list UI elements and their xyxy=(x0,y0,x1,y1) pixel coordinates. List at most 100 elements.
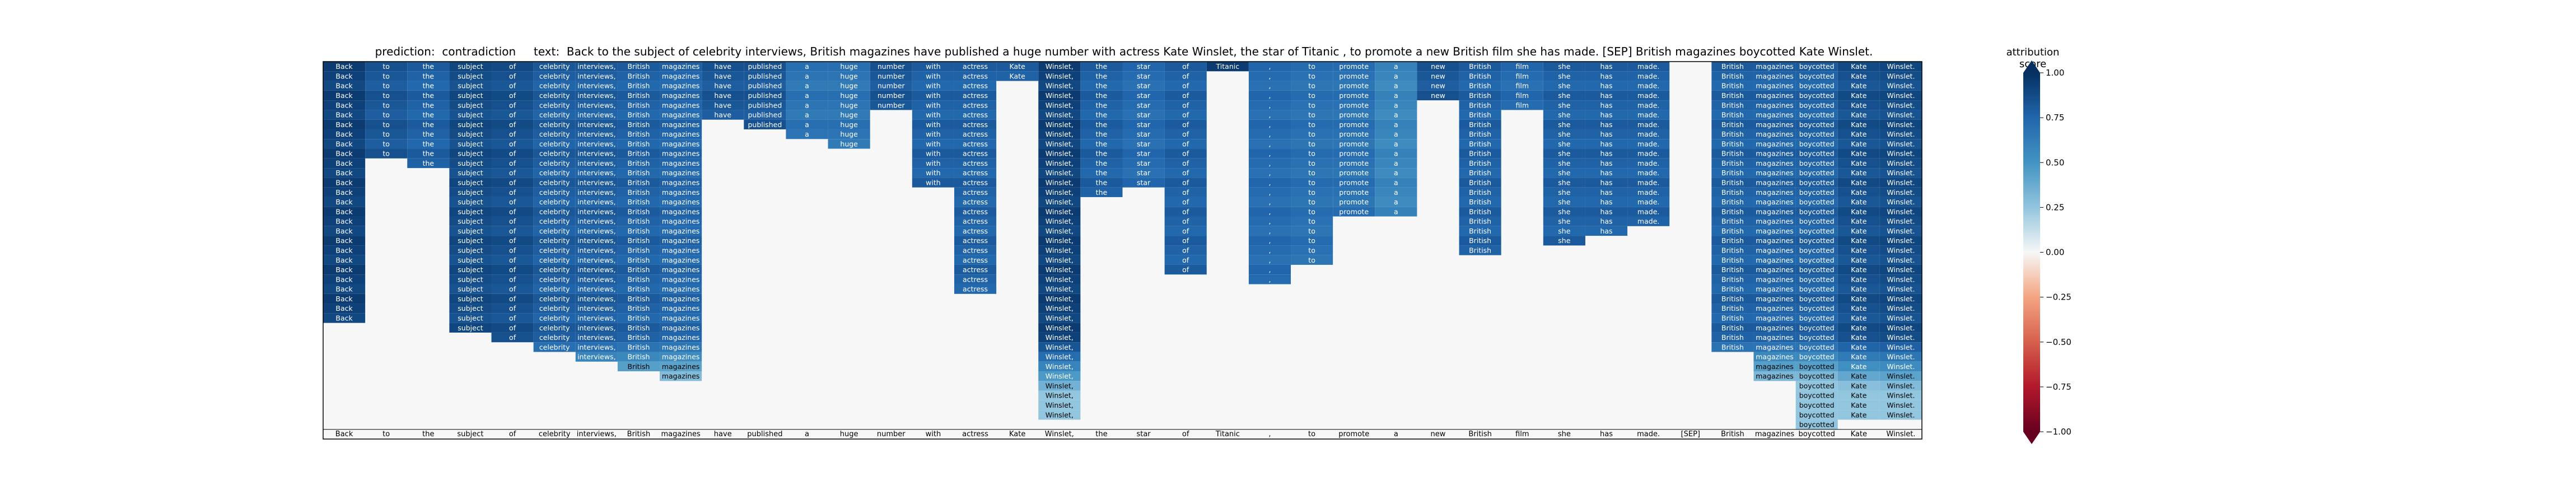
heatmap-cell xyxy=(575,178,618,188)
heatmap-cell-label: Kate xyxy=(1851,91,1867,100)
heatmap-cell xyxy=(1753,207,1796,217)
heatmap-cell-label: promote xyxy=(1339,91,1369,100)
heatmap-cell-label: , xyxy=(1268,72,1271,80)
heatmap-cell xyxy=(1038,119,1081,129)
heatmap-cell-label: number xyxy=(878,72,906,80)
heatmap-cell xyxy=(1291,62,1333,72)
heatmap-cell-label: made. xyxy=(1637,111,1659,119)
heatmap-cell-label: boycotted xyxy=(1799,62,1835,71)
heatmap-cell-label: published xyxy=(748,101,782,109)
heatmap-cell xyxy=(1585,119,1628,129)
heatmap-cell-label: interviews, xyxy=(577,159,615,167)
heatmap-cell-label: made. xyxy=(1637,101,1659,109)
heatmap-cell xyxy=(1795,90,1838,101)
heatmap-cell xyxy=(1711,71,1754,81)
x-tick-label: promote xyxy=(1338,430,1369,438)
heatmap-cell xyxy=(1627,119,1670,129)
heatmap-cell-label: with xyxy=(926,169,941,177)
heatmap-cell-label: Winslet, xyxy=(1046,333,1074,342)
x-tick-label: of xyxy=(509,430,516,438)
heatmap-cell xyxy=(1375,129,1417,139)
heatmap-cell-label: of xyxy=(1182,72,1189,80)
heatmap-cell-label: magazines xyxy=(1756,139,1794,148)
heatmap-cell-label: to xyxy=(1308,72,1315,80)
heatmap-cell xyxy=(1164,207,1207,217)
heatmap-cell xyxy=(1585,168,1628,178)
heatmap-cell-label: British xyxy=(1469,111,1491,119)
heatmap-cell xyxy=(533,245,576,255)
heatmap-cell-label: have xyxy=(714,62,731,71)
heatmap-cell xyxy=(1080,81,1123,91)
x-tick-label: a xyxy=(805,430,809,438)
heatmap-cell xyxy=(617,81,660,91)
heatmap-cell xyxy=(912,81,954,91)
heatmap-cell xyxy=(1038,400,1081,410)
heatmap-cell xyxy=(1837,236,1880,246)
heatmap-cell-label: Winslet, xyxy=(1046,130,1074,138)
heatmap-cell-label: boycotted xyxy=(1799,401,1835,409)
heatmap-cell-label: Kate xyxy=(1851,111,1867,119)
heatmap-cell xyxy=(449,90,492,101)
heatmap-cell xyxy=(1038,62,1081,72)
heatmap-cell-label: of xyxy=(1182,256,1189,264)
heatmap-cell-label: interviews, xyxy=(577,304,615,312)
heatmap-cell xyxy=(1291,71,1333,81)
heatmap-cell xyxy=(407,81,450,91)
heatmap-cell-label: Back xyxy=(335,246,353,255)
heatmap-cell xyxy=(1459,81,1501,91)
heatmap-cell xyxy=(1795,342,1838,352)
heatmap-cell-label: Winslet, xyxy=(1046,275,1074,283)
x-tick-label: star xyxy=(1136,430,1151,438)
heatmap-cell xyxy=(1879,390,1922,400)
heatmap-cell-label: actress xyxy=(963,246,988,255)
heatmap-cell-label: Kate xyxy=(1851,101,1867,109)
x-tick-label: Winslet, xyxy=(1045,430,1074,438)
heatmap-cell xyxy=(1795,332,1838,343)
heatmap-cell-label: to xyxy=(382,111,390,119)
heatmap-cell-label: British xyxy=(1721,304,1744,312)
heatmap-cell xyxy=(491,264,534,275)
heatmap-cell xyxy=(870,81,912,91)
heatmap-cell-label: Kate xyxy=(1851,314,1867,322)
heatmap-cell-label: boycotted xyxy=(1799,256,1835,264)
heatmap-cell xyxy=(365,100,408,110)
heatmap-cell-label: Kate xyxy=(1851,324,1867,332)
heatmap-cell xyxy=(1795,352,1838,362)
heatmap-cell xyxy=(660,110,702,120)
heatmap-cell-label: a xyxy=(805,72,809,80)
heatmap-cell-label: number xyxy=(878,82,906,90)
heatmap-cell xyxy=(1291,119,1333,129)
heatmap-cell-label: a xyxy=(1394,120,1398,129)
heatmap-cell-label: British xyxy=(1469,198,1491,206)
heatmap-cell xyxy=(1753,71,1796,81)
heatmap-cell-label: has xyxy=(1600,91,1612,100)
heatmap-cell-label: to xyxy=(1308,246,1315,255)
heatmap-cell xyxy=(1333,168,1375,178)
heatmap-cell xyxy=(1879,71,1922,81)
heatmap-cell xyxy=(449,304,492,314)
heatmap-cell xyxy=(1879,400,1922,410)
heatmap-cell xyxy=(1543,81,1585,91)
heatmap-cell-label: Kate xyxy=(1851,72,1867,80)
heatmap-cell-label: made. xyxy=(1637,207,1659,216)
x-tick-label: she xyxy=(1558,430,1571,438)
heatmap-cell xyxy=(912,178,954,188)
heatmap-cell xyxy=(323,313,366,323)
heatmap-cell-label: star xyxy=(1137,111,1151,119)
heatmap-cell xyxy=(660,207,702,217)
heatmap-cell-label: British xyxy=(1721,275,1744,283)
heatmap-cell-label: of xyxy=(1182,246,1189,255)
heatmap-cell-label: British xyxy=(1469,72,1491,80)
heatmap-cell xyxy=(954,197,997,207)
heatmap-cell xyxy=(1459,207,1501,217)
heatmap-cell-label: boycotted xyxy=(1799,101,1835,109)
heatmap-cell-label: to xyxy=(382,62,390,71)
heatmap-cell xyxy=(1122,119,1165,129)
heatmap-cell-label: actress xyxy=(963,62,988,71)
colorbar-tick-label: −0.25 xyxy=(2046,292,2071,302)
x-tick-label: published xyxy=(747,430,782,438)
heatmap-cell-label: Winslet. xyxy=(1887,62,1915,71)
heatmap-cell xyxy=(1837,264,1880,275)
heatmap-cell xyxy=(702,71,744,81)
heatmap-cell-label: magazines xyxy=(1756,353,1794,361)
